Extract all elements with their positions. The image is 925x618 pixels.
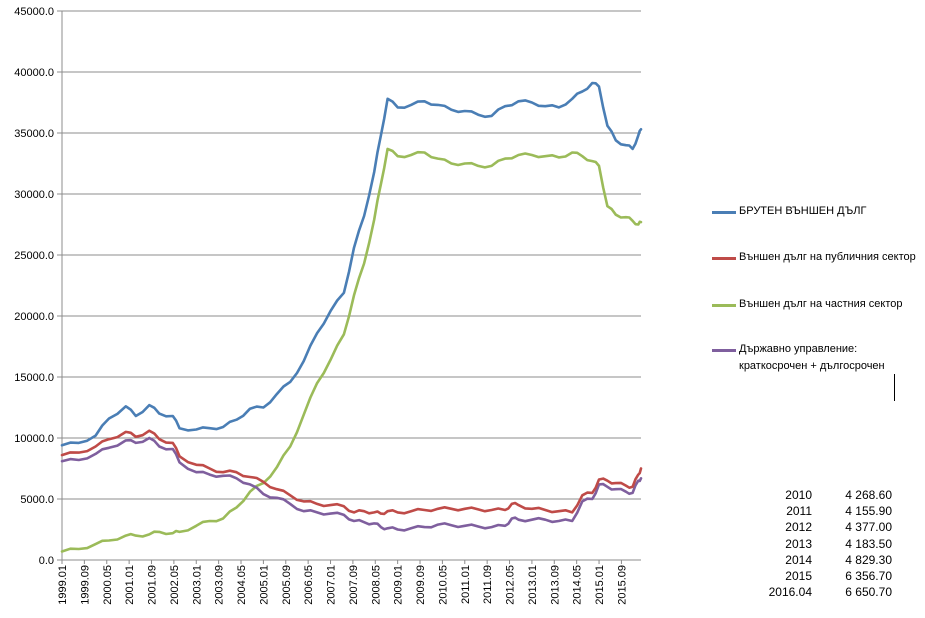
table-value: 4 183.50 xyxy=(845,536,892,551)
x-tick-label: 2011.01 xyxy=(460,565,472,604)
table-year: 2014 xyxy=(785,552,812,567)
table-year: 2012 xyxy=(785,520,812,535)
x-tick-label: 1999.01 xyxy=(57,565,69,605)
y-tick-label: 30000.0 xyxy=(14,189,54,201)
y-axis-ticks: 0.0 5000.0 10000.0 15000.0 20000.0 25000.0 300… xyxy=(14,6,62,567)
x-tick-label: 2015.01 xyxy=(594,565,606,605)
table-row: 2013 4 183.50 xyxy=(766,536,892,552)
table-year: 2015 xyxy=(785,569,812,584)
y-tick-label: 5000.0 xyxy=(20,494,54,506)
x-tick-label: 2004.05 xyxy=(236,565,248,605)
table-row: 2014 4 829.30 xyxy=(766,552,892,568)
x-tick-label: 2001.01 xyxy=(124,565,136,605)
legend-label: БРУТЕН ВЪНШЕН ДЪЛГ xyxy=(739,205,867,217)
legend-swatch xyxy=(712,257,736,260)
table-row: 2011 4 155.90 xyxy=(766,503,892,519)
legend-label: Външен дълг на частния сектор xyxy=(739,298,903,310)
vertical-marker xyxy=(894,374,895,401)
x-tick-label: 2005.01 xyxy=(258,565,270,605)
x-tick-label: 2003.09 xyxy=(214,565,226,605)
y-tick-label: 25000.0 xyxy=(14,250,54,262)
table-row: 2012 4 377.00 xyxy=(766,519,892,535)
y-tick-label: 45000.0 xyxy=(14,6,54,18)
x-tick-label: 2007.09 xyxy=(348,565,360,605)
series-line xyxy=(60,429,643,516)
x-tick-label: 2012.05 xyxy=(505,565,517,605)
table-value: 4 155.90 xyxy=(845,504,892,519)
x-tick-label: 2011.09 xyxy=(482,565,494,604)
table-year: 2011 xyxy=(786,504,812,519)
table-row: 2016.04 6 650.70 xyxy=(766,584,892,600)
x-tick-label: 2013.01 xyxy=(527,565,539,605)
x-tick-label: 2000.05 xyxy=(102,565,114,605)
x-tick-label: 2001.09 xyxy=(147,565,159,605)
x-tick-label: 2014.05 xyxy=(572,565,584,605)
table-row: 2010 4 268.60 xyxy=(766,487,892,503)
table-value: 6 356.70 xyxy=(845,569,892,584)
x-tick-label: 2008.05 xyxy=(370,565,382,605)
table-value: 4 829.30 xyxy=(845,552,892,567)
table-year: 2013 xyxy=(785,536,812,551)
legend-swatch xyxy=(712,211,736,214)
x-tick-label: 2002.05 xyxy=(169,565,181,605)
legend-label: Външен дълг на публичния сектор xyxy=(739,251,916,263)
y-tick-label: 10000.0 xyxy=(14,433,54,445)
legend-label: Държавно управление: краткосрочен + дълг… xyxy=(739,343,885,372)
y-tick-label: 35000.0 xyxy=(14,128,54,140)
x-tick-label: 1999.09 xyxy=(79,565,91,605)
table-year: 2010 xyxy=(785,488,812,503)
table-row: 2015 6 356.70 xyxy=(766,568,892,584)
x-tick-label: 2013.09 xyxy=(549,565,561,605)
series-line xyxy=(60,436,643,532)
series-lines xyxy=(60,81,643,553)
x-tick-label: 2005.09 xyxy=(281,565,293,605)
x-tick-label: 2010.05 xyxy=(437,565,449,605)
y-tick-label: 15000.0 xyxy=(14,372,54,384)
table-year: 2016.04 xyxy=(768,585,812,600)
y-tick-label: 20000.0 xyxy=(14,311,54,323)
x-tick-label: 2009.09 xyxy=(415,565,427,605)
x-tick-label: 2007.01 xyxy=(326,565,338,605)
y-tick-label: 40000.0 xyxy=(14,67,54,79)
y-tick-label: 0.0 xyxy=(39,555,54,567)
x-tick-label: 2006.05 xyxy=(303,565,315,605)
table-value: 6 650.70 xyxy=(845,585,892,600)
x-tick-label: 2003.01 xyxy=(191,565,203,605)
x-axis-ticks: 1999.01 1999.09 2000.05 2001.01 2001.09 2002.… xyxy=(57,560,628,605)
table-value: 4 268.60 xyxy=(845,488,892,503)
legend-swatch xyxy=(712,304,736,307)
x-tick-label: 2009.01 xyxy=(393,565,405,605)
x-tick-label: 2015.09 xyxy=(616,565,628,605)
government-debt-table: 2010 4 268.60 2011 4 155.90 2012 4 377.00 2… xyxy=(766,487,892,600)
series-line xyxy=(60,81,643,447)
table-value: 4 377.00 xyxy=(845,520,892,535)
axes xyxy=(61,11,641,561)
legend-swatch xyxy=(712,349,736,352)
series-line xyxy=(60,147,643,553)
